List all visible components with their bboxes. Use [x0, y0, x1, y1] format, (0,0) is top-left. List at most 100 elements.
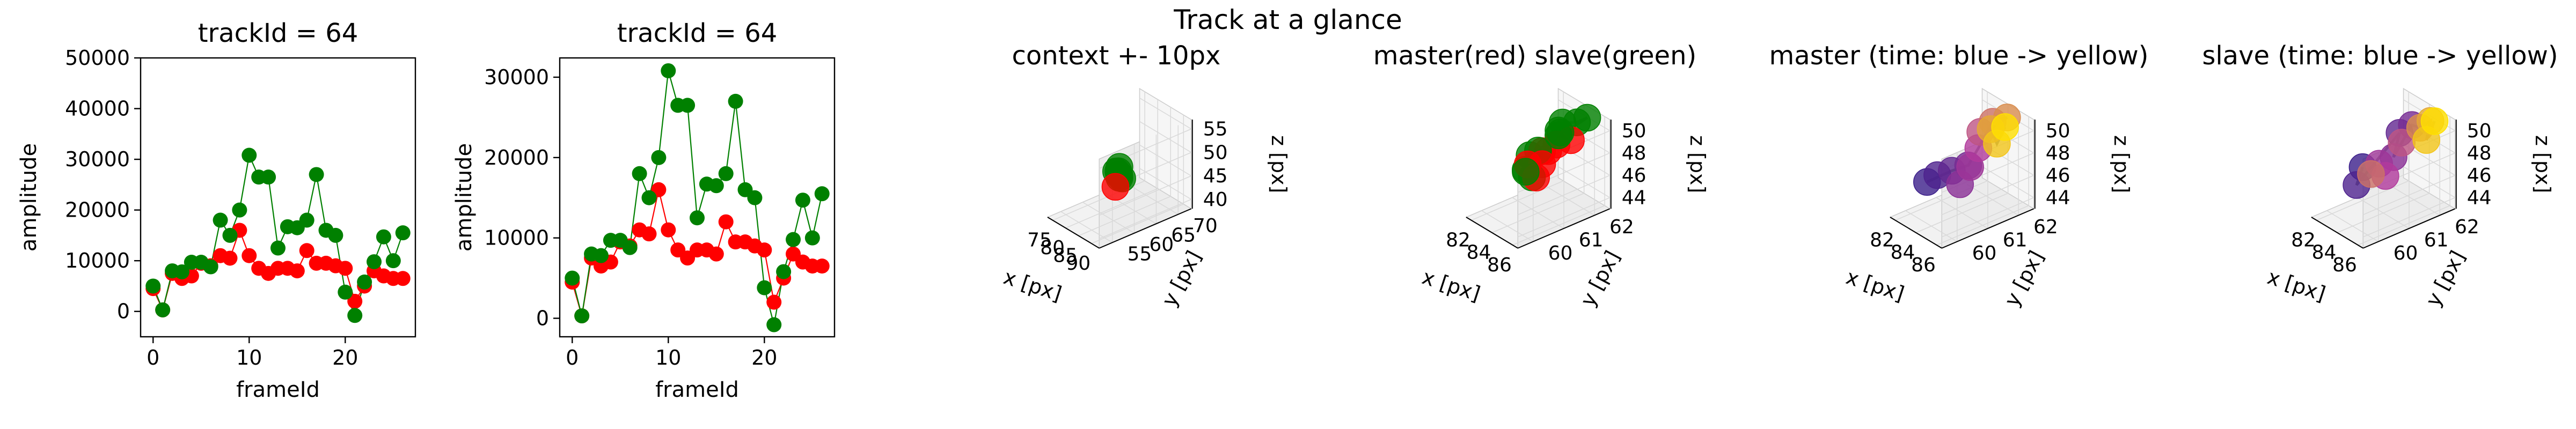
- chart-title: master (time: blue -> yellow): [1769, 41, 2149, 71]
- data-point-slave: [814, 186, 830, 202]
- chart-title: master(red) slave(green): [1373, 41, 1696, 71]
- grid-line: [1941, 197, 2035, 238]
- z-tick-label: 48: [2467, 142, 2492, 164]
- x-tick-label: 82: [2291, 230, 2316, 252]
- y-tick-label: 40000: [65, 97, 130, 121]
- data-point-master: [766, 294, 782, 310]
- y-tick-label: 60: [2394, 242, 2418, 264]
- data-point-master: [395, 271, 411, 286]
- data-point-master: [299, 243, 314, 258]
- data-point-slave: [328, 227, 343, 243]
- x-tick-label: 75: [1027, 230, 1052, 252]
- y-axis-label: y [px]: [1157, 247, 1206, 310]
- data-point-slave: [795, 193, 810, 208]
- y-tick-label: 61: [2003, 229, 2028, 251]
- data-point-slave: [309, 167, 324, 182]
- chart-title: trackId = 64: [617, 18, 778, 48]
- data-point-slave: [574, 308, 590, 324]
- x-axis-label: x [px]: [1843, 265, 1907, 306]
- data-point-slave: [776, 264, 792, 279]
- y-axis-label: y [px]: [2000, 247, 2048, 310]
- x-axis-label: frameId: [655, 378, 739, 402]
- y-tick-label: 60: [1972, 242, 1997, 264]
- data-point-slave: [338, 284, 353, 300]
- data-point-slave: [766, 317, 782, 332]
- grid-line: [1139, 168, 1192, 200]
- z-tick-label: 50: [1622, 120, 1646, 142]
- x-tick-label: 84: [2312, 242, 2337, 264]
- data-point-slave: [395, 225, 411, 241]
- grid-line: [2362, 197, 2456, 238]
- y-axis-label: amplitude: [452, 143, 477, 252]
- z-tick-label: 48: [1622, 142, 1646, 164]
- x-tick-label: 85: [1053, 245, 1078, 267]
- line-chart-1: trackId = 64 0 10 20 0 10000 20000 30000 40000 50…: [17, 18, 416, 402]
- x-tick-label: 86: [1487, 254, 1512, 276]
- x-tick-label: 90: [1066, 253, 1091, 275]
- x-tick-label: 84: [1891, 242, 1915, 264]
- slave-point: [1512, 158, 1540, 186]
- x-tick-label: 86: [2332, 254, 2357, 276]
- grid-line: [1542, 184, 1595, 216]
- grid-line: [1078, 196, 1171, 236]
- grid-line: [1139, 144, 1192, 176]
- data-point-slave: [376, 229, 391, 245]
- grid-line: [1512, 197, 1564, 229]
- y-tick-label: 20000: [65, 198, 130, 222]
- grid-line: [1060, 211, 1113, 243]
- grid-line: [1517, 197, 1611, 238]
- data-point-slave: [232, 202, 247, 218]
- data-point-master: [241, 248, 257, 263]
- x-tick-label: 82: [1870, 230, 1894, 252]
- grid-line: [1905, 210, 1958, 242]
- x-tick-label: 10: [236, 346, 262, 369]
- y-tick-label: 50000: [65, 46, 130, 70]
- x-axis: [1047, 217, 1100, 249]
- grid-line: [1966, 184, 2019, 216]
- x-tick-label: 0: [147, 346, 159, 369]
- data-point-slave: [347, 308, 363, 323]
- grid-line: [1941, 175, 2035, 216]
- data-point-slave: [728, 93, 743, 109]
- z-tick-label: 44: [2467, 187, 2492, 209]
- data-point-slave: [747, 190, 763, 205]
- grid-line: [1936, 197, 1988, 229]
- z-tick-label: 50: [1203, 142, 1228, 164]
- data-point-slave: [261, 169, 276, 185]
- grid-line: [1126, 183, 1179, 215]
- chart-title: slave (time: blue -> yellow): [2202, 41, 2558, 71]
- y-tick-label: 10000: [65, 249, 130, 272]
- y-tick-label: 61: [1579, 229, 1604, 251]
- master-point: [1101, 173, 1130, 201]
- slave-point: [1546, 119, 1575, 146]
- slave-point: [1573, 103, 1601, 132]
- z-tick-label: 50: [2467, 120, 2492, 142]
- data-point-slave: [203, 259, 218, 275]
- data-point-master: [289, 263, 305, 279]
- grid-line: [2357, 197, 2410, 229]
- y-tick-label: 20000: [484, 146, 549, 169]
- y-tick-label: 70: [1193, 215, 1218, 237]
- data-point-master: [708, 246, 724, 262]
- data-point-slave: [757, 280, 772, 295]
- grid-line: [1065, 188, 1158, 228]
- line-chart-2: trackId = 64 0 10 20 0 10000 20000 30000 frameId…: [452, 18, 836, 402]
- grid-line: [2388, 184, 2440, 216]
- data-point-master: [641, 226, 657, 242]
- grid-line: [1139, 121, 1192, 153]
- data-point-master: [338, 261, 353, 276]
- x-tick-label: 0: [566, 346, 579, 369]
- data-point-master: [222, 250, 238, 266]
- y-tick-label: 0: [536, 307, 549, 330]
- data-point-slave: [690, 210, 705, 226]
- z-tick-label: 46: [2467, 165, 2492, 187]
- chart-title: context +- 10px: [1012, 41, 1221, 71]
- y-tick-label: 55: [1128, 243, 1152, 265]
- z-tick-label: 50: [2046, 120, 2070, 142]
- data-point-slave: [174, 264, 189, 279]
- x-axis: [1890, 217, 1942, 249]
- z-tick-label: 46: [1622, 165, 1646, 187]
- data-point-slave: [145, 278, 161, 294]
- grid-line: [1091, 203, 1184, 244]
